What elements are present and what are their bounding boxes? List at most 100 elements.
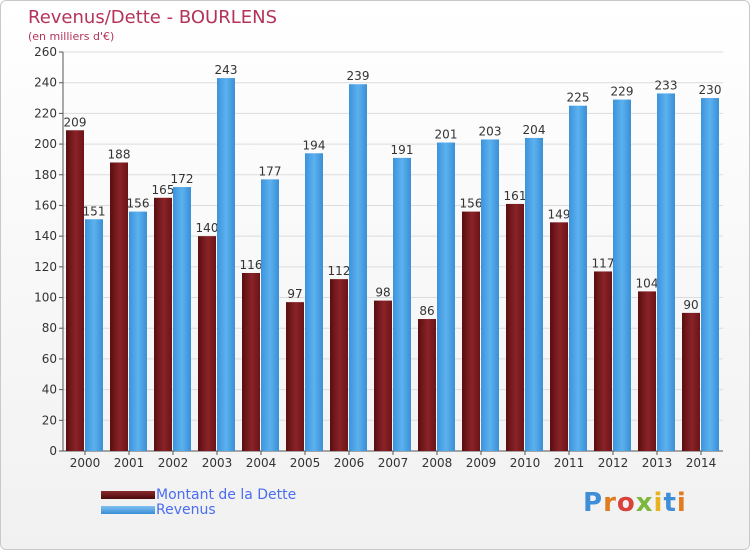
- logo-letter: x: [635, 488, 654, 518]
- data-label-revenus: 204: [523, 123, 546, 137]
- bar-revenus: [85, 219, 103, 451]
- x-tick-label: 2006: [334, 456, 365, 470]
- data-label-dette: 149: [548, 207, 571, 221]
- bar-dette: [594, 271, 612, 451]
- bar-revenus: [173, 187, 191, 452]
- data-label-revenus: 156: [127, 197, 150, 211]
- bar-dette: [198, 236, 216, 451]
- x-tick-label: 2014: [686, 456, 717, 470]
- chart-title: Revenus/Dette - BOURLENS: [28, 7, 277, 28]
- data-label-dette: 117: [592, 256, 615, 270]
- y-tick-label: 40: [42, 383, 57, 397]
- legend-label-revenus: Revenus: [156, 502, 216, 518]
- data-label-dette: 209: [64, 115, 87, 129]
- bar-dette: [550, 222, 568, 451]
- x-tick-label: 2005: [290, 456, 321, 470]
- data-label-dette: 112: [328, 264, 351, 278]
- bar-dette: [462, 211, 480, 451]
- data-label-revenus: 230: [699, 83, 722, 97]
- data-label-dette: 104: [636, 276, 659, 290]
- x-tick-label: 2011: [554, 456, 585, 470]
- data-label-dette: 90: [683, 298, 698, 312]
- y-tick-label: 240: [34, 76, 57, 90]
- data-label-revenus: 229: [611, 85, 634, 99]
- x-tick-label: 2003: [202, 456, 233, 470]
- y-tick-label: 20: [42, 413, 57, 427]
- legend-swatch-revenus: [101, 506, 155, 514]
- y-tick-label: 0: [49, 444, 57, 458]
- bar-revenus: [393, 157, 411, 451]
- bar-revenus: [217, 78, 235, 451]
- data-label-revenus: 191: [391, 143, 414, 157]
- x-tick-label: 2010: [510, 456, 541, 470]
- data-label-revenus: 177: [259, 164, 282, 178]
- bar-revenus: [129, 211, 147, 451]
- y-tick-label: 120: [34, 260, 57, 274]
- bar-dette: [638, 291, 656, 451]
- x-tick-label: 2009: [466, 456, 497, 470]
- bar-dette: [242, 272, 260, 451]
- data-label-dette: 140: [196, 221, 219, 235]
- y-tick-label: 200: [34, 137, 57, 151]
- data-label-revenus: 239: [347, 69, 370, 83]
- data-label-revenus: 243: [215, 63, 238, 77]
- data-label-dette: 97: [287, 287, 302, 301]
- data-label-dette: 116: [240, 258, 263, 272]
- x-tick-label: 2007: [378, 456, 409, 470]
- bar-revenus: [701, 98, 719, 452]
- data-label-revenus: 151: [83, 204, 106, 218]
- bar-revenus: [569, 105, 587, 451]
- data-label-dette: 156: [460, 197, 483, 211]
- data-label-revenus: 233: [655, 78, 678, 92]
- y-tick-label: 60: [42, 352, 57, 366]
- data-label-dette: 165: [152, 183, 175, 197]
- bar-revenus: [349, 84, 367, 451]
- bar-revenus: [437, 142, 455, 452]
- y-tick-label: 220: [34, 106, 57, 120]
- logo-letter: i: [676, 488, 687, 518]
- x-tick-label: 2004: [246, 456, 277, 470]
- y-tick-label: 260: [34, 45, 57, 59]
- y-tick-label: 160: [34, 198, 57, 212]
- y-tick-label: 180: [34, 168, 57, 182]
- bar-dette: [418, 319, 436, 451]
- bar-dette: [506, 203, 524, 451]
- logo-letter: o: [616, 488, 636, 518]
- bar-dette: [286, 302, 304, 451]
- bar-revenus: [525, 137, 543, 451]
- data-label-dette: 98: [375, 286, 390, 300]
- logo-letter: r: [603, 488, 617, 518]
- bar-dette: [154, 197, 172, 451]
- x-tick-label: 2013: [642, 456, 673, 470]
- bar-dette: [110, 162, 128, 451]
- bar-revenus: [613, 99, 631, 452]
- logo-letter: t: [663, 488, 677, 518]
- x-tick-label: 2012: [598, 456, 629, 470]
- data-label-revenus: 194: [303, 138, 326, 152]
- legend-label-dette: Montant de la Dette: [156, 487, 297, 503]
- bar-dette: [682, 312, 700, 451]
- legend-swatch-dette: [101, 491, 155, 499]
- bar-revenus: [481, 139, 499, 451]
- logo-letter: i: [653, 488, 664, 518]
- data-label-revenus: 201: [435, 128, 458, 142]
- x-tick-label: 2008: [422, 456, 453, 470]
- y-tick-label: 140: [34, 229, 57, 243]
- chart-subtitle: (en milliers d'€): [28, 30, 115, 43]
- data-label-revenus: 203: [479, 124, 502, 138]
- x-tick-label: 2001: [114, 456, 145, 470]
- data-label-dette: 161: [504, 189, 527, 203]
- proxiti-logo: Proxiti: [583, 488, 687, 518]
- data-label-dette: 188: [108, 147, 131, 161]
- data-label-revenus: 172: [171, 172, 194, 186]
- bar-dette: [66, 130, 84, 451]
- bar-revenus: [261, 179, 279, 451]
- x-tick-label: 2000: [70, 456, 101, 470]
- y-tick-label: 100: [34, 291, 57, 305]
- bar-revenus: [305, 153, 323, 452]
- data-label-dette: 86: [419, 304, 434, 318]
- logo-letter: P: [583, 488, 604, 518]
- data-label-revenus: 225: [567, 91, 590, 105]
